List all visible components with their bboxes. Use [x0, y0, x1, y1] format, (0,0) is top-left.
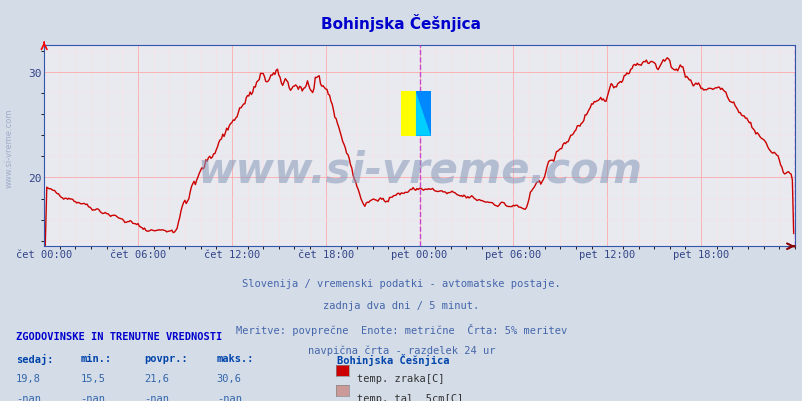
Text: temp. zraka[C]: temp. zraka[C]	[357, 373, 444, 383]
Text: temp. tal  5cm[C]: temp. tal 5cm[C]	[357, 393, 463, 401]
Text: povpr.:: povpr.:	[144, 353, 188, 363]
Text: maks.:: maks.:	[217, 353, 254, 363]
Text: Slovenija / vremenski podatki - avtomatske postaje.: Slovenija / vremenski podatki - avtomats…	[242, 279, 560, 289]
Text: zadnja dva dni / 5 minut.: zadnja dva dni / 5 minut.	[323, 301, 479, 311]
Text: min.:: min.:	[80, 353, 111, 363]
Text: -nan: -nan	[217, 393, 241, 401]
Text: -nan: -nan	[80, 393, 105, 401]
Text: -nan: -nan	[16, 393, 41, 401]
Text: www.si-vreme.com: www.si-vreme.com	[5, 109, 14, 188]
Text: 15,5: 15,5	[80, 373, 105, 383]
Text: 21,6: 21,6	[144, 373, 169, 383]
Text: 30,6: 30,6	[217, 373, 241, 383]
Text: Bohinjska Češnjica: Bohinjska Češnjica	[321, 14, 481, 32]
Text: sedaj:: sedaj:	[16, 353, 54, 364]
Text: -nan: -nan	[144, 393, 169, 401]
Polygon shape	[415, 92, 431, 136]
Text: ZGODOVINSKE IN TRENUTNE VREDNOSTI: ZGODOVINSKE IN TRENUTNE VREDNOSTI	[16, 331, 222, 341]
Text: Bohinjska Češnjica: Bohinjska Češnjica	[337, 353, 449, 365]
Text: 19,8: 19,8	[16, 373, 41, 383]
Polygon shape	[415, 92, 431, 136]
Text: Meritve: povprečne  Enote: metrične  Črta: 5% meritev: Meritve: povprečne Enote: metrične Črta:…	[236, 323, 566, 335]
Text: www.si-vreme.com: www.si-vreme.com	[196, 150, 642, 191]
Text: navpična črta - razdelek 24 ur: navpična črta - razdelek 24 ur	[307, 345, 495, 355]
